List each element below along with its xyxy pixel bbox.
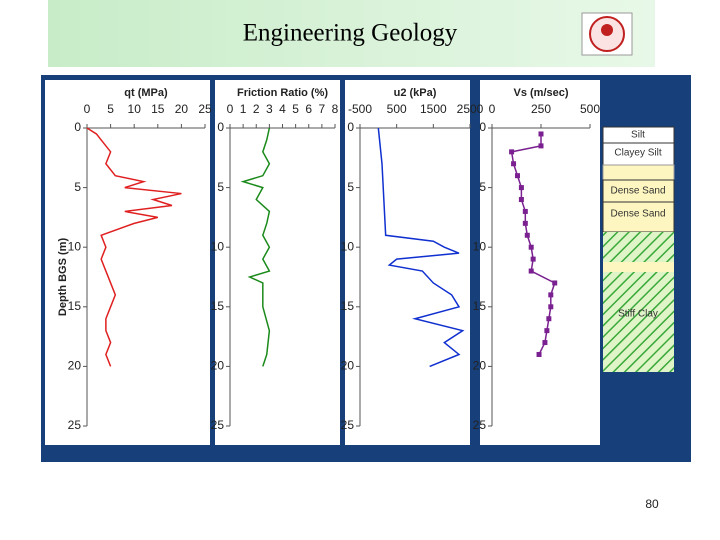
x-tick-label: 4 [279,102,286,116]
x-tick-label: 0 [84,102,91,116]
soil-label: Dense Sand [610,186,665,197]
y-tick-label: 5 [74,180,81,194]
x-tick-label: -500 [348,102,372,116]
x-tick-label: 10 [128,102,142,116]
y-tick-label: 10 [211,239,225,253]
y-tick-label: 0 [347,120,354,134]
logo [581,12,633,56]
y-tick-label: 5 [479,180,486,194]
soil-label: Stiff Clay [618,309,658,320]
x-tick-label: 1500 [420,102,447,116]
marker [548,304,554,310]
x-tick-label: 500 [580,102,600,116]
x-tick-label: 15 [151,102,165,116]
marker [538,131,544,137]
marker [522,220,528,226]
marker [511,161,517,167]
x-tick-label: 5 [107,102,114,116]
y-tick-label: 20 [211,359,225,373]
y-tick-label: 25 [341,418,355,432]
x-tick-label: 25 [198,102,212,116]
y-tick-label: 25 [211,418,225,432]
marker [518,197,524,203]
profile-line [240,127,271,367]
y-tick-label: 25 [473,418,487,432]
y-tick-label: 0 [74,120,81,134]
y-tick-label: 15 [341,299,355,313]
x-tick-label: 1 [240,102,247,116]
marker [522,208,528,214]
marker [538,143,544,149]
x-tick-label: 0 [227,102,234,116]
panel [480,80,600,445]
y-tick-label: 10 [341,239,355,253]
page-number: 80 [645,497,659,511]
profile-line [377,127,465,368]
panel [215,80,340,445]
panel [45,80,210,445]
chart-title: u2 (kPa) [394,87,437,99]
soil-label: Dense Sand [610,209,665,220]
marker [552,280,558,286]
x-tick-label: 6 [305,102,312,116]
y-tick-label: 15 [68,299,82,313]
y-tick-label: 15 [473,299,487,313]
chart-title: Vs (m/sec) [513,87,568,99]
x-tick-label: 2500 [457,102,484,116]
marker [514,173,520,179]
x-tick-label: 0 [489,102,496,116]
marker [544,328,550,334]
y-tick-label: 5 [347,180,354,194]
marker [548,292,554,298]
chart-title: qt (MPa) [124,87,168,99]
x-tick-label: 20 [175,102,189,116]
marker [518,185,524,191]
marker [528,268,534,274]
x-tick-label: 250 [531,102,551,116]
y-tick-label: 10 [68,239,82,253]
profile-line [86,127,182,367]
y-tick-label: 20 [473,359,487,373]
y-axis-label: Depth BGS (m) [57,238,69,317]
x-tick-label: 2 [253,102,260,116]
x-tick-label: 8 [332,102,339,116]
panel [345,80,470,445]
header-band [48,0,655,67]
soil-label: Silt [631,130,645,141]
x-tick-label: 5 [292,102,299,116]
soil-column: Silt Clayey Silt Dense Sand Dense Sand S… [602,126,675,372]
marker [546,316,552,322]
marker [542,340,548,346]
marker [530,256,536,262]
marker [528,244,534,250]
chart-title: Friction Ratio (%) [237,87,328,99]
x-tick-label: 7 [319,102,326,116]
y-tick-label: 10 [473,239,487,253]
y-tick-label: 25 [68,418,82,432]
x-tick-label: 3 [266,102,273,116]
y-tick-label: 5 [217,180,224,194]
x-tick-label: 500 [387,102,407,116]
y-tick-label: 0 [479,120,486,134]
marker [524,232,530,238]
y-tick-label: 20 [68,359,82,373]
y-tick-label: 15 [211,299,225,313]
soil-label: Clayey Silt [614,148,661,159]
slide-title: Engineering Geology [243,20,458,47]
marker [509,149,515,155]
y-tick-label: 20 [341,359,355,373]
marker [536,351,542,357]
y-tick-label: 0 [217,120,224,134]
